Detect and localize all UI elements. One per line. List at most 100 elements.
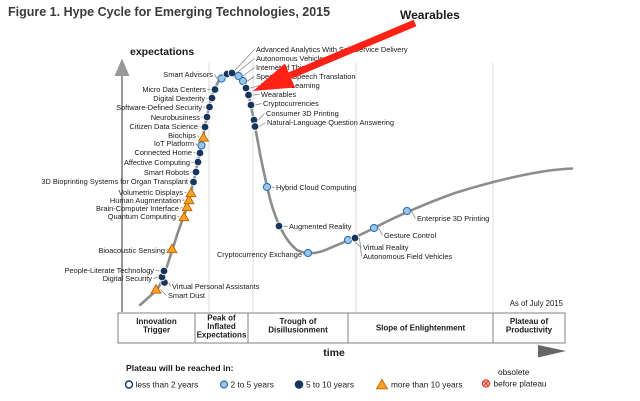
marker-quantum-computing bbox=[178, 211, 190, 222]
connector-machine-learning bbox=[250, 85, 260, 89]
as-of-date: As of July 2015 bbox=[510, 299, 564, 308]
label-citizen-data-science: Citizen Data Science bbox=[129, 122, 198, 131]
legend-5-to-10-years-icon bbox=[294, 380, 304, 389]
label-software-defined-security: Software-Defined Security bbox=[116, 103, 202, 112]
marker-wearables bbox=[244, 90, 253, 100]
connector-software-defined-security bbox=[203, 106, 206, 108]
phase-slope-of-enlightenment: Slope of Enlightenment bbox=[376, 324, 466, 333]
connector-internet-of-things bbox=[242, 67, 255, 77]
label-affective-computing: Affective Computing bbox=[124, 158, 190, 167]
marker-natural-language-question-answering bbox=[250, 122, 260, 131]
label-wearables: Wearables bbox=[261, 90, 296, 99]
legend-obsolete-label-line2: before plateau bbox=[494, 379, 547, 389]
label-enterprise-3d-printing: Enterprise 3D Printing bbox=[417, 214, 489, 223]
label-digital-dexterity: Digital Dexterity bbox=[153, 94, 205, 103]
label-autonomous-vehicles: Autonomous Vehicles bbox=[256, 54, 327, 63]
connector-citizen-data-science bbox=[199, 126, 201, 128]
connector-augmented-reality bbox=[283, 225, 288, 227]
connector-bioacoustic-sensing bbox=[166, 248, 168, 251]
connector-autonomous-vehicles bbox=[236, 58, 255, 74]
label-virtual-personal-assistants: Virtual Personal Assistants bbox=[172, 282, 260, 291]
marker-neurobusiness bbox=[202, 112, 212, 122]
label-smart-robots: Smart Robots bbox=[144, 168, 189, 177]
label-speech-to-speech-translation: Speech-to-Speech Translation bbox=[256, 72, 355, 81]
label-cryptocurrency-exchange: Cryptocurrency Exchange bbox=[217, 250, 302, 259]
connector-biochips bbox=[197, 135, 200, 138]
marker-speech-to-speech-translation bbox=[238, 76, 248, 86]
label-connected-home: Connected Home bbox=[134, 148, 192, 157]
connector-consumer-3d-printing bbox=[258, 113, 265, 121]
label-natural-language-question-answering: Natural-Language Question Answering bbox=[267, 118, 394, 127]
marker-citizen-data-science bbox=[200, 122, 210, 132]
marker-software-defined-security bbox=[205, 102, 214, 112]
wearables-annotation-label: Wearables bbox=[400, 8, 460, 22]
wearables-annotation-arrow bbox=[253, 19, 417, 91]
marker-affective-computing bbox=[193, 157, 203, 167]
connector-brain-computer-interface bbox=[180, 206, 183, 209]
legend-obsolete-label-line1: obsolete bbox=[498, 367, 530, 377]
phase-innovation-trigger: Innovation Trigger bbox=[136, 317, 177, 335]
marker-cryptocurrencies bbox=[246, 100, 256, 110]
connector-cryptocurrencies bbox=[255, 103, 262, 106]
legend-less-than-2-years-icon bbox=[124, 380, 134, 389]
phase-labels: Innovation Trigger Peak of Inflated Expectat… bbox=[136, 314, 552, 340]
label-cryptocurrencies: Cryptocurrencies bbox=[263, 99, 319, 108]
marker-connected-home bbox=[195, 148, 205, 158]
connector-smart-advisors bbox=[214, 74, 218, 79]
marker-micro-data-centers bbox=[210, 85, 220, 94]
label-brain-computer-interface: Brain-Computer Interface bbox=[96, 204, 179, 213]
label-iot-platform: IoT Platform bbox=[154, 139, 194, 148]
point-markers bbox=[150, 68, 412, 294]
connector-virtual-personal-assistants bbox=[168, 282, 171, 287]
label-gesture-control: Gesture Control bbox=[384, 231, 437, 240]
marker-3d-bioprinting-systems-for-organ-transplant bbox=[189, 177, 198, 187]
legend-obsolete-icon bbox=[481, 379, 491, 388]
marker-internet-of-things bbox=[234, 71, 243, 81]
figure-title: Figure 1. Hype Cycle for Emerging Techno… bbox=[8, 5, 331, 19]
connector-connected-home bbox=[193, 152, 196, 154]
marker-enterprise-3d-printing bbox=[402, 206, 412, 216]
phase-plateau-of-productivity: Plateau of Productivity bbox=[506, 317, 553, 335]
connector-advanced-analytics-with-self-service-delivery bbox=[231, 49, 255, 75]
marker-smart-advisors bbox=[217, 74, 226, 83]
label-advanced-analytics-with-self-service-delivery: Advanced Analytics With Self-Service Del… bbox=[256, 45, 408, 54]
marker-augmented-reality bbox=[274, 221, 284, 231]
connector-digital-security bbox=[153, 276, 158, 279]
connector-smart-dust bbox=[160, 289, 167, 296]
connector-natural-language-question-answering bbox=[259, 122, 266, 127]
label-digital-security: Digital Security bbox=[103, 274, 153, 283]
marker-volumetric-displays bbox=[185, 187, 197, 198]
label-augmented-reality: Augmented Reality bbox=[289, 222, 352, 231]
marker-human-augmentation bbox=[183, 194, 195, 205]
connector-neurobusiness bbox=[201, 116, 203, 118]
connector-people-literate-technology bbox=[155, 270, 160, 272]
legend-5-to-10-years-label: 5 to 10 years bbox=[306, 380, 354, 390]
marker-digital-dexterity bbox=[207, 93, 217, 103]
label-consumer-3d-printing: Consumer 3D Printing bbox=[266, 109, 339, 118]
label-autonomous-field-vehicles: Autonomous Field Vehicles bbox=[363, 252, 452, 261]
label-people-literate-technology: People-Literate Technology bbox=[65, 266, 155, 275]
connector-volumetric-displays bbox=[184, 192, 187, 194]
label-neurobusiness: Neurobusiness bbox=[151, 113, 201, 122]
marker-machine-learning bbox=[241, 83, 251, 93]
legend-more-than-10-years-icon bbox=[375, 378, 389, 390]
connector-affective-computing bbox=[191, 161, 194, 163]
marker-autonomous-field-vehicles bbox=[350, 233, 360, 243]
marker-gesture-control bbox=[369, 223, 379, 233]
connector-human-augmentation bbox=[182, 199, 185, 201]
legend-2-to-5-years-label: 2 to 5 years bbox=[231, 380, 274, 390]
marker-smart-dust bbox=[150, 283, 162, 294]
connector-smart-robots bbox=[190, 171, 192, 173]
marker-bioacoustic-sensing bbox=[166, 243, 178, 254]
phase-trough-of-disillusionment: Trough of Disillusionment bbox=[268, 317, 328, 335]
y-axis bbox=[114, 58, 130, 312]
label-hybrid-cloud-computing: Hybrid Cloud Computing bbox=[276, 183, 357, 192]
label-micro-data-centers: Micro Data Centers bbox=[142, 85, 206, 94]
label-3d-bioprinting-systems-for-organ-transplant: 3D Bioprinting Systems for Organ Transpl… bbox=[41, 177, 188, 186]
label-bioacoustic-sensing: Bioacoustic Sensing bbox=[98, 246, 165, 255]
label-virtual-reality: Virtual Reality bbox=[363, 243, 409, 252]
connector-speech-to-speech-translation bbox=[247, 76, 255, 82]
legend-title: Plateau will be reached in: bbox=[126, 363, 234, 373]
marker-virtual-reality bbox=[343, 235, 353, 245]
